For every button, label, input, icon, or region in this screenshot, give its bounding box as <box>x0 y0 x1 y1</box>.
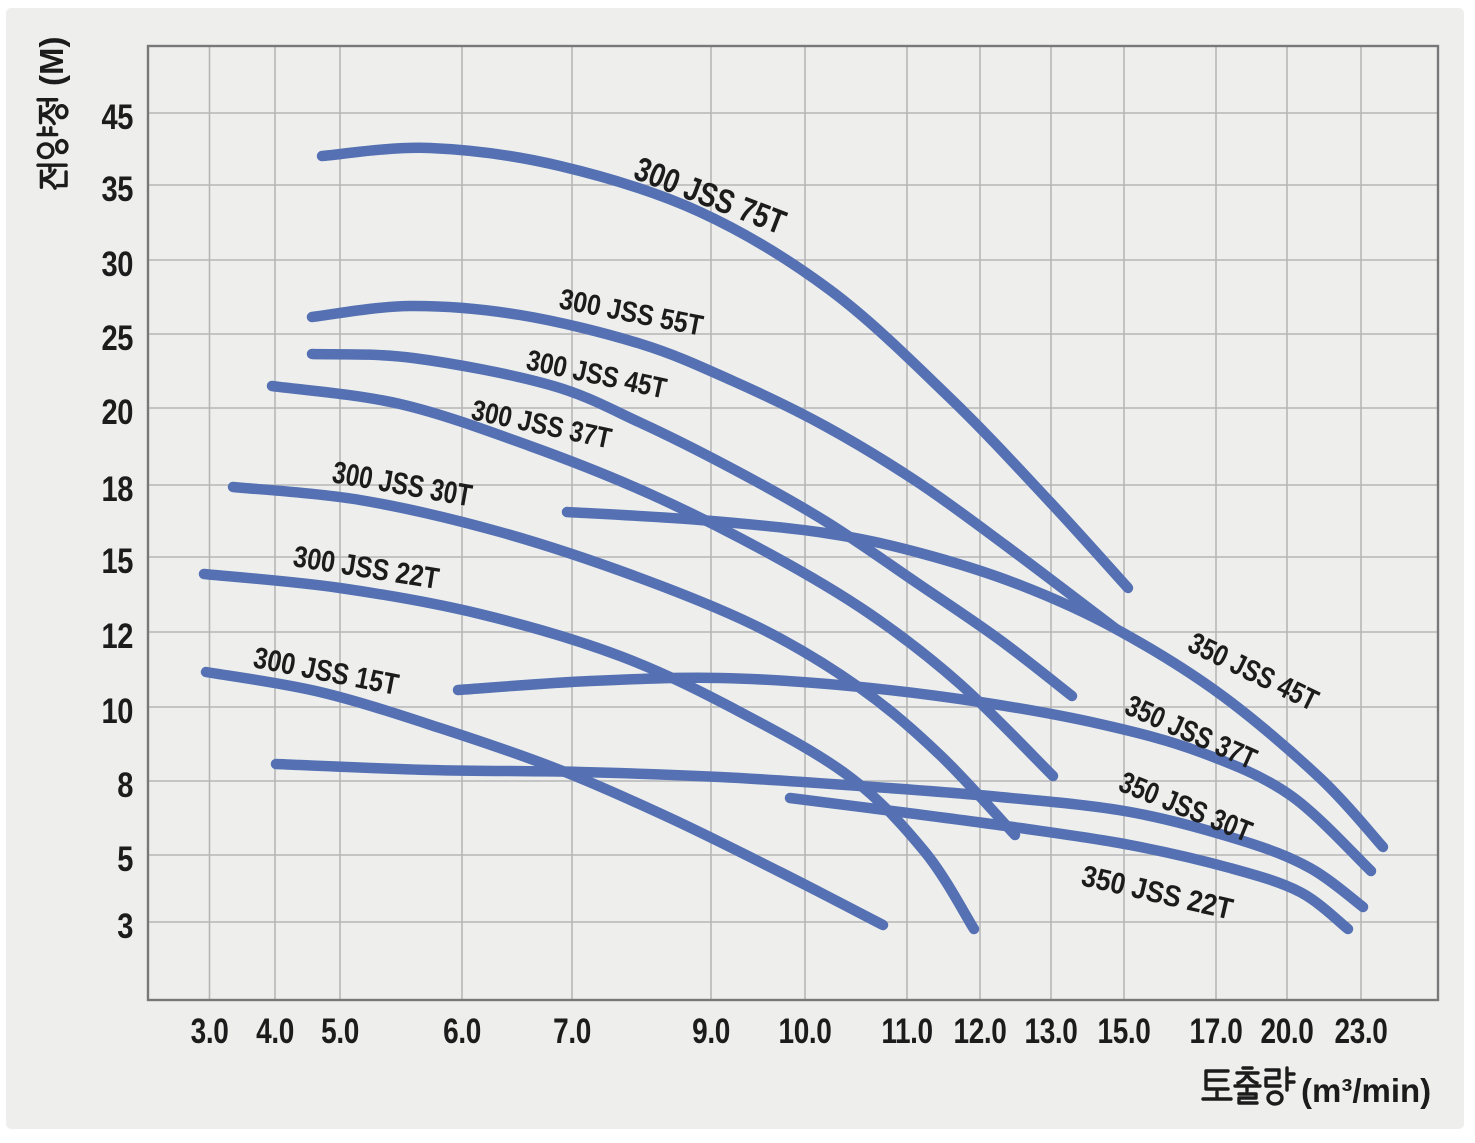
svg-text:7.0: 7.0 <box>553 1011 591 1051</box>
svg-text:(M): (M) <box>33 37 70 86</box>
svg-text:12.0: 12.0 <box>954 1011 1007 1051</box>
svg-text:15.0: 15.0 <box>1098 1011 1151 1051</box>
svg-text:8: 8 <box>117 765 133 804</box>
svg-text:30: 30 <box>102 244 133 283</box>
svg-text:3: 3 <box>117 906 133 945</box>
svg-text:45: 45 <box>102 97 133 136</box>
svg-text:10.0: 10.0 <box>779 1011 832 1051</box>
svg-text:11.0: 11.0 <box>881 1011 932 1051</box>
svg-text:(m³/min): (m³/min) <box>1301 1072 1431 1109</box>
svg-text:20.0: 20.0 <box>1261 1011 1314 1051</box>
svg-text:15: 15 <box>102 541 133 580</box>
svg-text:35: 35 <box>102 169 133 208</box>
svg-text:5.0: 5.0 <box>321 1011 359 1051</box>
svg-text:25: 25 <box>102 318 133 357</box>
svg-text:13.0: 13.0 <box>1025 1011 1078 1051</box>
svg-text:10: 10 <box>102 691 133 730</box>
svg-text:20: 20 <box>102 392 133 431</box>
svg-text:3.0: 3.0 <box>191 1011 229 1051</box>
svg-text:6.0: 6.0 <box>443 1011 481 1051</box>
svg-text:9.0: 9.0 <box>692 1011 730 1051</box>
svg-text:5: 5 <box>117 839 133 878</box>
svg-text:18: 18 <box>102 469 133 508</box>
svg-text:17.0: 17.0 <box>1190 1011 1243 1051</box>
svg-text:4.0: 4.0 <box>256 1011 294 1051</box>
svg-text:23.0: 23.0 <box>1335 1011 1388 1051</box>
svg-text:12: 12 <box>102 616 133 655</box>
